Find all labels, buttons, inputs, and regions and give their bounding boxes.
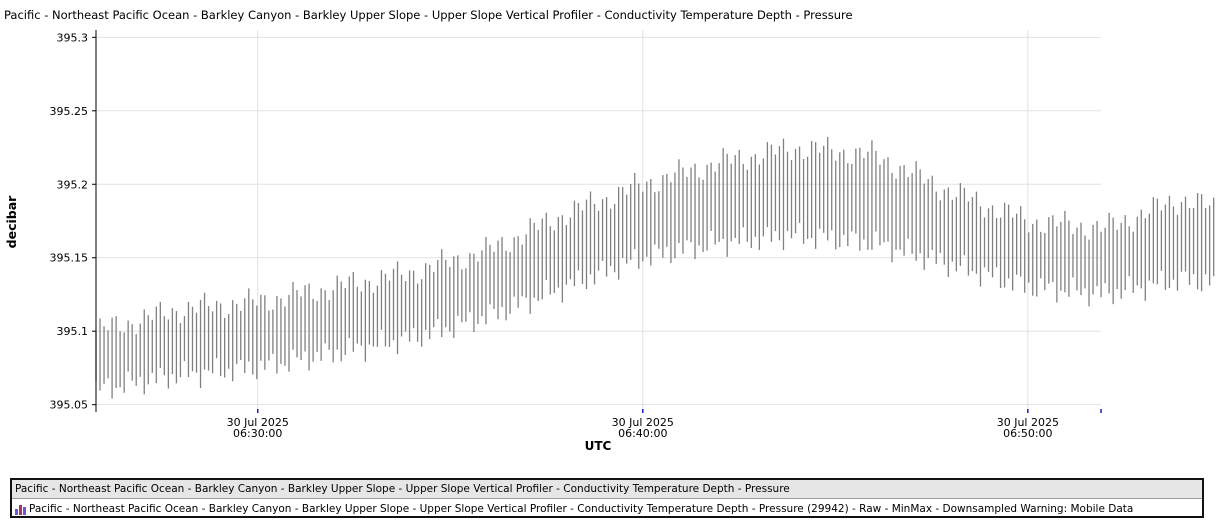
y-tick-label: 395.15 xyxy=(50,252,89,265)
y-tick-label: 395.2 xyxy=(57,178,89,191)
y-tick-label: 395.1 xyxy=(57,325,89,338)
legend: Pacific - Northeast Pacific Ocean - Bark… xyxy=(10,478,1204,518)
pressure-chart: 395.05 395.1 395.15 395.2 395.25 395.3 30 Jul… xyxy=(4,30,1215,453)
pressure-series xyxy=(95,136,1215,399)
y-axis-label: decibar xyxy=(4,195,19,249)
legend-series-label: Pacific - Northeast Pacific Ocean - Bark… xyxy=(29,503,1134,515)
swatch-bar xyxy=(15,508,18,515)
swatch-bar xyxy=(23,506,26,515)
y-tick-label: 395.05 xyxy=(50,399,89,412)
y-tick-label: 395.3 xyxy=(57,31,89,44)
x-tick-time: 06:50:00 xyxy=(1003,427,1052,440)
x-tick-date: 30 Jul 2025 xyxy=(997,416,1059,429)
grid-lines xyxy=(96,30,1101,412)
axes xyxy=(92,30,1102,413)
x-tick-time: 06:30:00 xyxy=(233,427,282,440)
swatch-bar xyxy=(19,504,22,515)
legend-series-row[interactable]: Pacific - Northeast Pacific Ocean - Bark… xyxy=(12,499,1202,519)
x-tick-date: 30 Jul 2025 xyxy=(227,416,289,429)
y-tick-label: 395.25 xyxy=(50,105,89,118)
x-tick-time: 06:40:00 xyxy=(618,427,667,440)
series-swatch-icon xyxy=(15,504,26,515)
chart-title: Pacific - Northeast Pacific Ocean - Bark… xyxy=(4,8,853,22)
x-axis-label: UTC xyxy=(585,439,612,453)
y-tick-labels: 395.05 395.1 395.15 395.2 395.25 395.3 xyxy=(50,31,89,411)
legend-header: Pacific - Northeast Pacific Ocean - Bark… xyxy=(12,480,1202,499)
x-tick-date: 30 Jul 2025 xyxy=(612,416,674,429)
